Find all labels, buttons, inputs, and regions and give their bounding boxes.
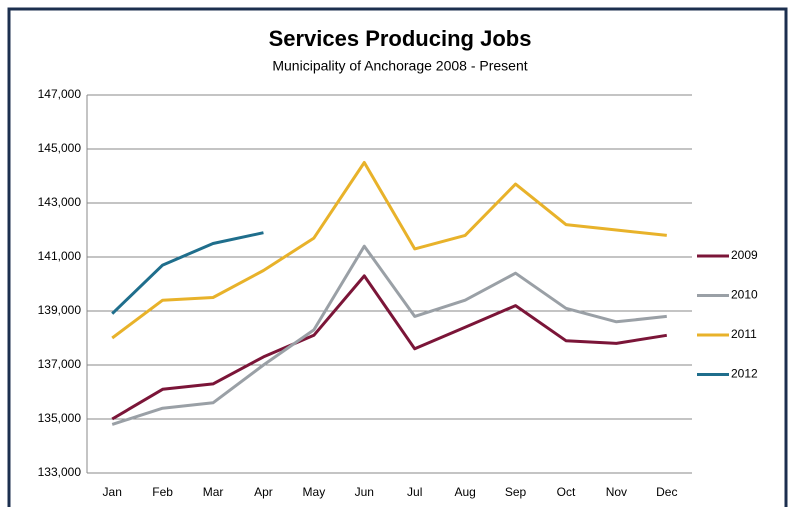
x-tick-label: Sep — [505, 485, 527, 499]
x-tick-label: Feb — [152, 485, 173, 499]
chart-title: Services Producing Jobs — [269, 26, 532, 51]
x-tick-label: Jan — [103, 485, 122, 499]
y-tick-label: 133,000 — [38, 465, 82, 479]
y-tick-label: 135,000 — [38, 411, 82, 425]
legend-label: 2009 — [731, 248, 758, 262]
y-tick-label: 137,000 — [38, 357, 82, 371]
line-series — [111, 231, 264, 315]
line-series — [111, 161, 667, 340]
y-tick-label: 147,000 — [38, 87, 82, 101]
x-tick-label: May — [303, 485, 326, 499]
x-tick-label: Dec — [656, 485, 677, 499]
y-tick-label: 145,000 — [38, 141, 82, 155]
x-tick-label: Mar — [203, 485, 224, 499]
chart-subtitle: Municipality of Anchorage 2008 - Present — [272, 58, 527, 74]
x-tick-label: Apr — [254, 485, 273, 499]
y-tick-label: 141,000 — [38, 249, 82, 263]
legend-label: 2012 — [731, 367, 758, 381]
x-tick-label: Aug — [454, 485, 475, 499]
x-tick-label: Jul — [407, 485, 422, 499]
frame — [7, 7, 788, 507]
x-tick-label: Oct — [557, 485, 576, 499]
line-series — [111, 274, 668, 421]
y-tick-label: 143,000 — [38, 195, 82, 209]
legend-label: 2010 — [731, 288, 758, 302]
y-tick-label: 139,000 — [38, 303, 82, 317]
line-series — [111, 244, 667, 426]
x-tick-label: Jun — [355, 485, 374, 499]
legend-label: 2011 — [731, 327, 757, 341]
x-tick-label: Nov — [606, 485, 627, 499]
